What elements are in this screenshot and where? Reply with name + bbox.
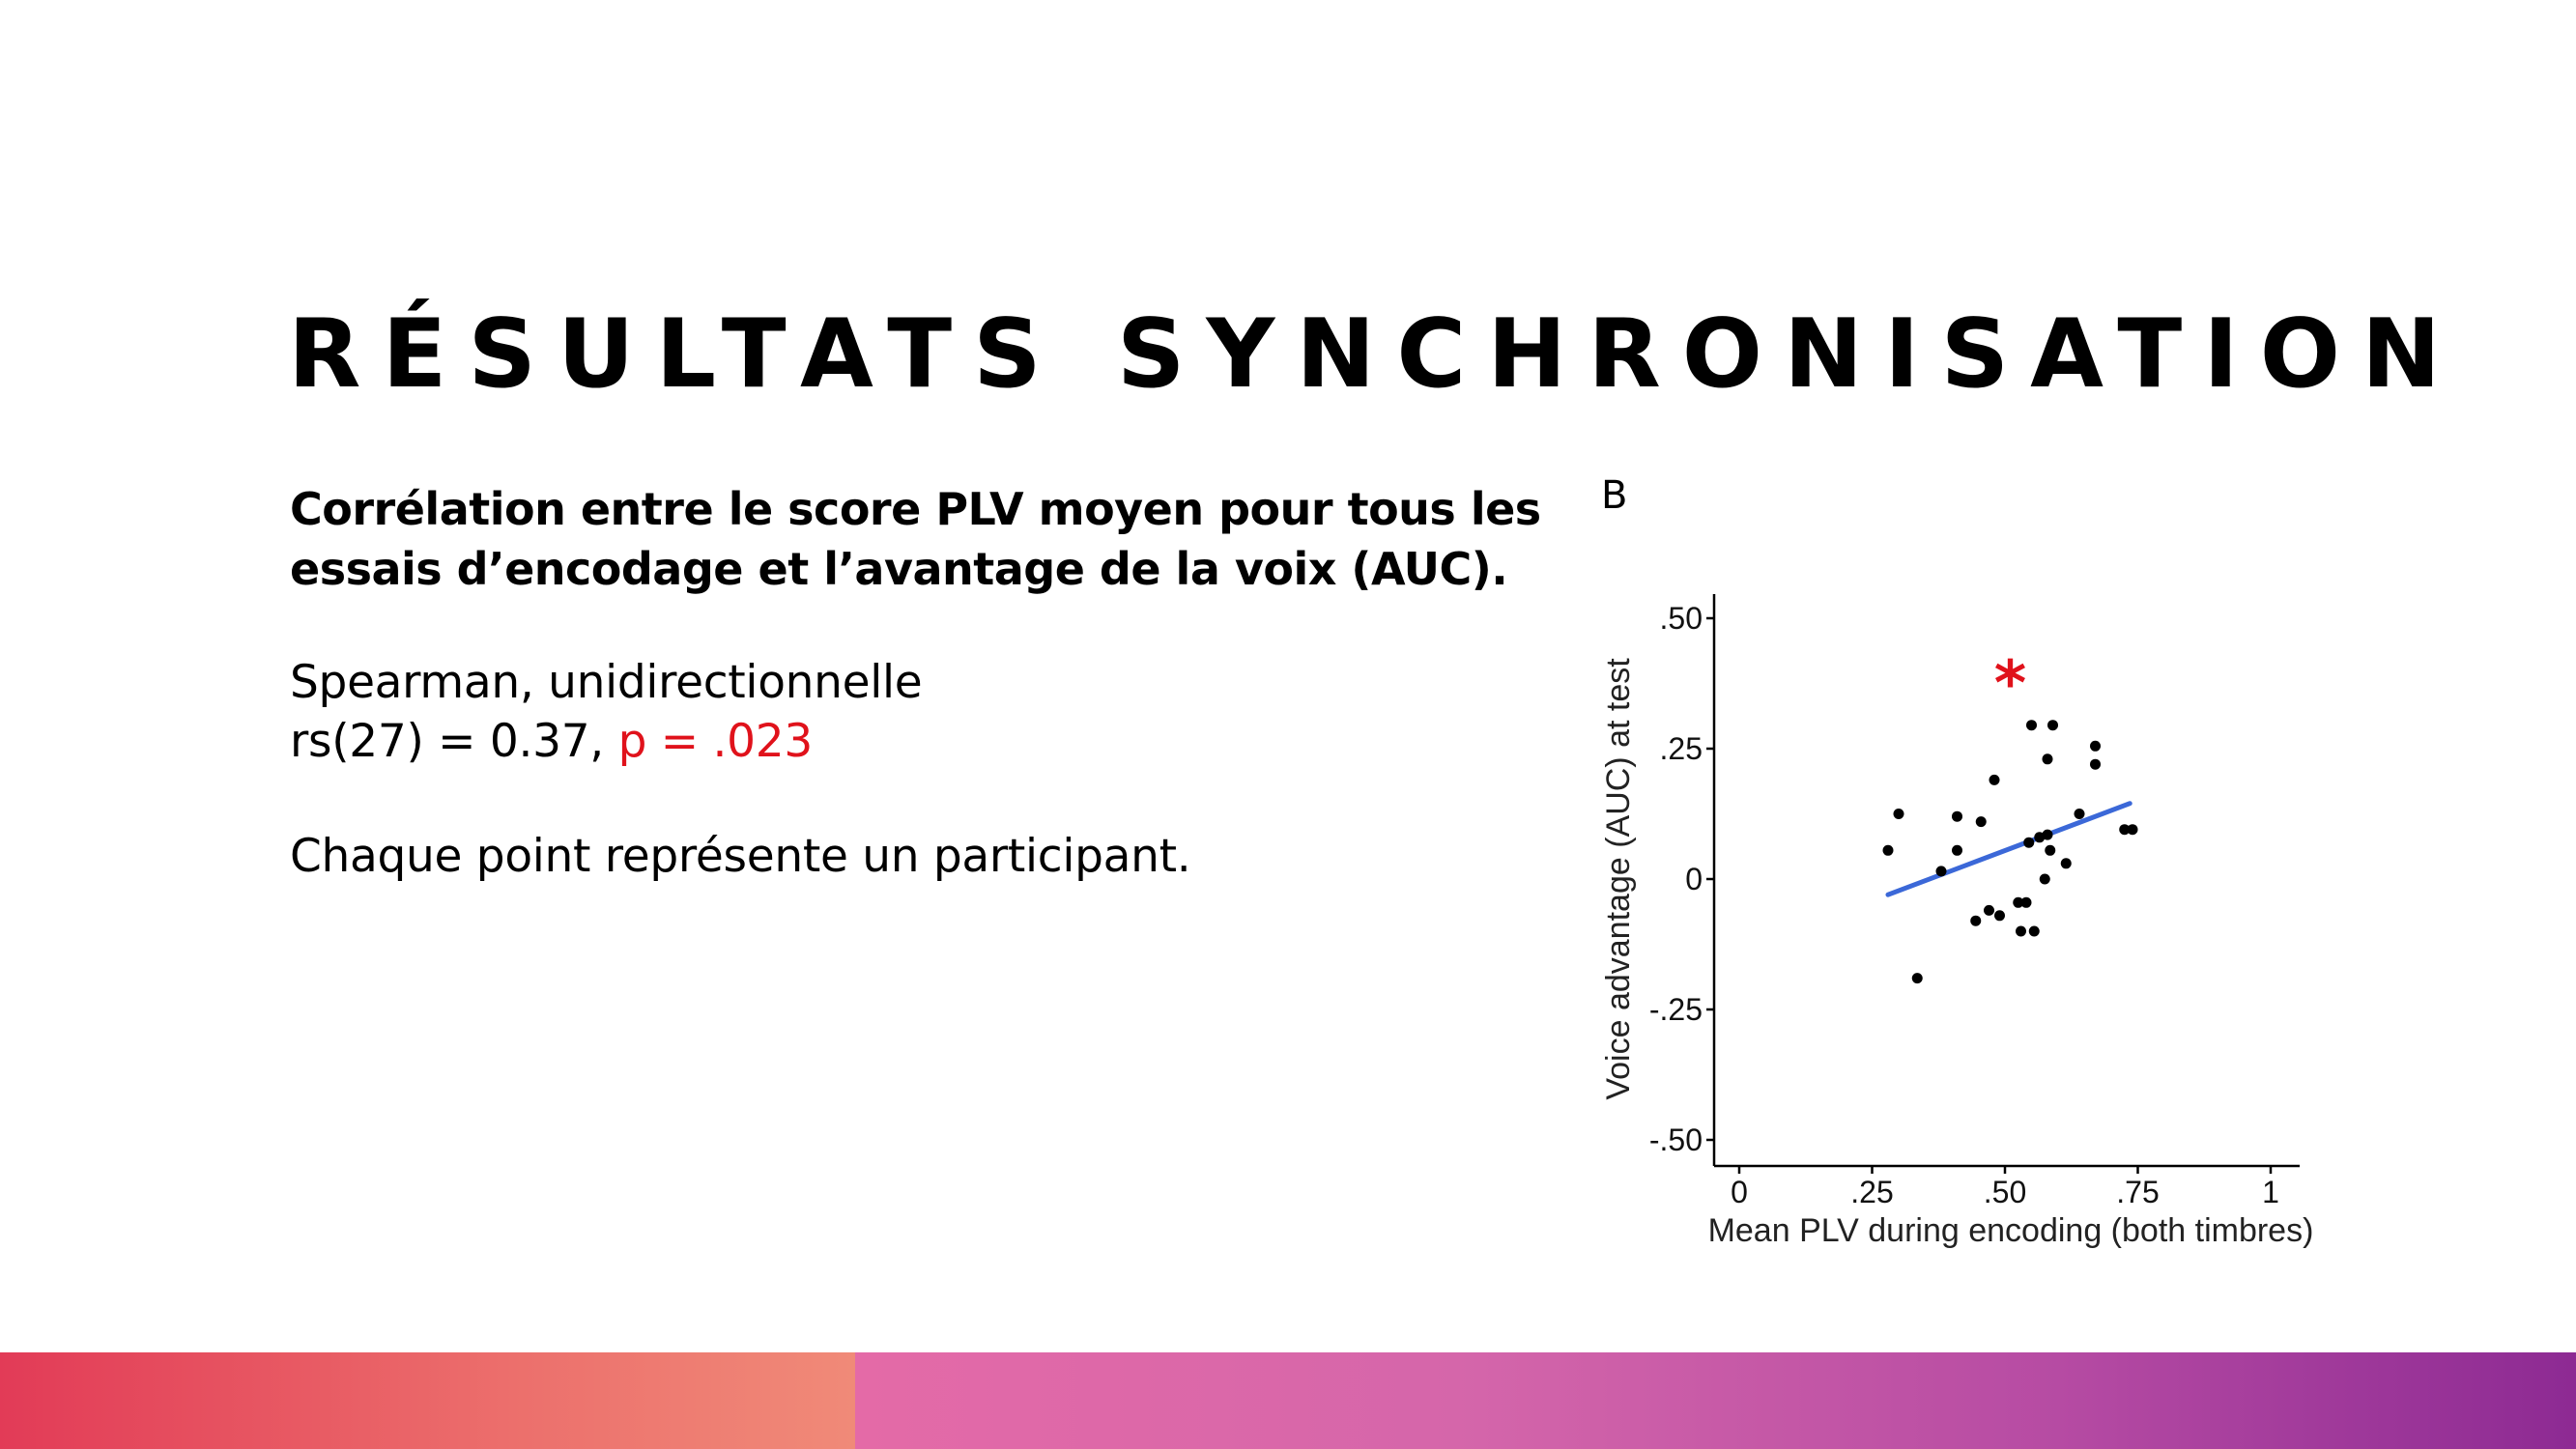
- p-value: p = .023: [617, 715, 814, 768]
- footer-band-right: [855, 1352, 2576, 1449]
- data-point: [2090, 740, 2101, 752]
- data-point: [1882, 844, 1894, 856]
- chart-note: Chaque point représente un participant.: [290, 830, 1191, 883]
- data-point: [1952, 810, 1962, 822]
- data-point: [1952, 844, 1962, 856]
- statistic-value: rs(27) = 0.37,: [290, 715, 618, 768]
- y-tick-label: -.50: [1649, 1122, 1703, 1157]
- data-point: [2039, 873, 2050, 885]
- data-point: [2127, 824, 2138, 836]
- slide-title: RÉSULTATS SYNCHRONISATION: [288, 299, 2463, 410]
- data-point: [1893, 809, 1904, 819]
- y-tick-label: 0: [1685, 862, 1703, 896]
- data-point: [2042, 829, 2053, 840]
- significance-asterisk: *: [1994, 648, 2026, 720]
- data-point: [2026, 720, 2037, 731]
- data-point: [2020, 896, 2032, 908]
- chart-marks: [1882, 720, 2138, 984]
- data-point: [1984, 904, 1994, 916]
- x-tick-label: .50: [1984, 1175, 2026, 1209]
- fit-line: [1885, 801, 2132, 897]
- data-point: [1935, 866, 1947, 877]
- data-point: [2074, 809, 2085, 819]
- data-point: [1994, 910, 2005, 922]
- data-point: [1989, 774, 2000, 785]
- footer-band-left: [0, 1352, 855, 1449]
- data-point: [2023, 837, 2035, 848]
- y-tick-label: -.25: [1649, 992, 1703, 1027]
- data-point: [2060, 858, 2072, 869]
- slide-subtitle: Corrélation entre le score PLV moyen pou…: [290, 483, 1541, 595]
- data-point: [2034, 832, 2046, 843]
- data-point: [2047, 720, 2058, 731]
- x-tick-label: .75: [2116, 1175, 2159, 1209]
- data-point: [2013, 896, 2024, 908]
- y-tick-label: .25: [1660, 731, 1703, 766]
- data-point: [2016, 925, 2026, 937]
- y-axis-title: Voice advantage (AUC) at test: [1600, 658, 1637, 1100]
- data-point: [1911, 973, 1923, 984]
- data-point: [2119, 824, 2131, 836]
- x-axis-title: Mean PLV during encoding (both timbres): [1708, 1212, 2314, 1249]
- test-statistic: rs(27) = 0.37, p = .023: [290, 713, 813, 771]
- data-point: [2090, 758, 2101, 770]
- test-method: Spearman, unidirectionnelle: [290, 656, 923, 709]
- chart-axes: [1706, 594, 2300, 1174]
- data-point: [1970, 915, 1982, 926]
- x-tick-label: 1: [2262, 1175, 2279, 1209]
- y-tick-label: .50: [1660, 601, 1703, 636]
- data-point: [2028, 925, 2040, 937]
- panel-letter: B: [1601, 473, 1628, 518]
- x-tick-label: 0: [1731, 1175, 1748, 1209]
- data-point: [1975, 816, 1987, 828]
- data-point: [2045, 844, 2056, 856]
- data-point: [2042, 753, 2053, 765]
- x-tick-label: .25: [1850, 1175, 1893, 1209]
